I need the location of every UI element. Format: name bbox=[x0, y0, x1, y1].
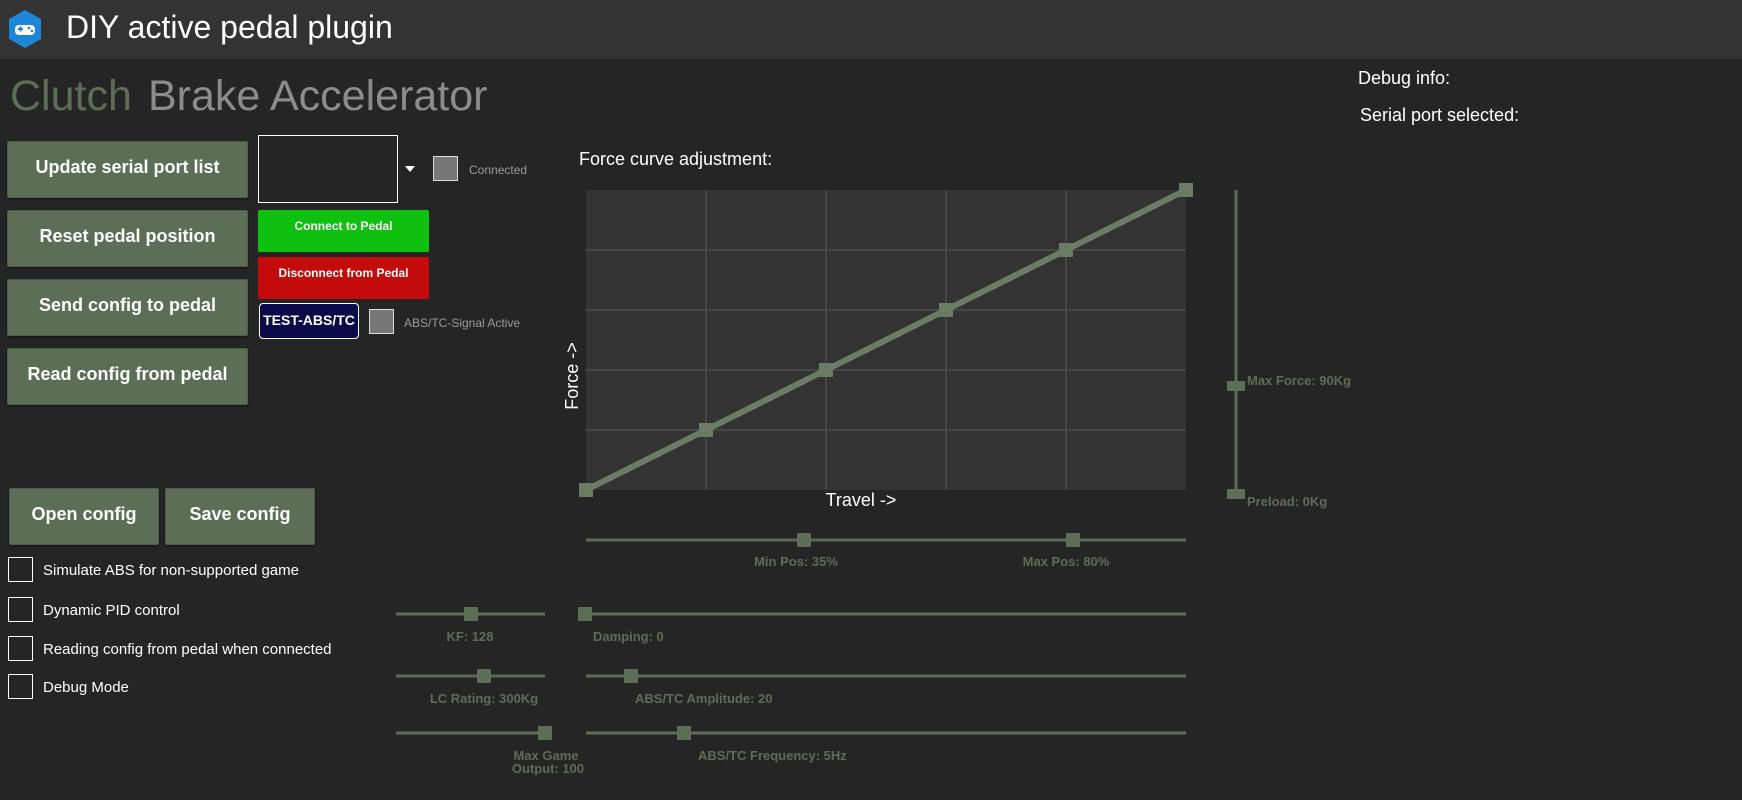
debug-mode-checkbox[interactable] bbox=[8, 674, 33, 699]
max-pos-label: Max Pos: 80% bbox=[1023, 554, 1110, 569]
dynamic-pid-checkbox[interactable] bbox=[8, 597, 33, 622]
save-config-label: Save config bbox=[189, 504, 291, 524]
damping-label: Damping: 0 bbox=[593, 629, 664, 644]
connected-label: Connected bbox=[469, 163, 528, 177]
open-config-label: Open config bbox=[31, 504, 137, 524]
send-config-button[interactable]: Send config to pedal bbox=[7, 279, 248, 336]
tab-brake[interactable]: Brake bbox=[148, 72, 261, 120]
kf-label: KF: 128 bbox=[447, 629, 494, 644]
read-config-label: Read config from pedal bbox=[27, 364, 228, 384]
chevron-down-icon[interactable] bbox=[405, 166, 415, 172]
read-config-button[interactable]: Read config from pedal bbox=[7, 348, 248, 405]
connected-indicator bbox=[433, 156, 458, 181]
force-curve-point[interactable] bbox=[939, 303, 953, 317]
update-serial-port-button[interactable]: Update serial port list bbox=[7, 141, 248, 198]
min-pos-label: Min Pos: 35% bbox=[754, 554, 838, 569]
reset-pedal-position-button[interactable]: Reset pedal position bbox=[7, 210, 248, 267]
save-config-button[interactable]: Save config bbox=[165, 488, 315, 545]
disconnect-pedal-button[interactable]: Disconnect from Pedal bbox=[258, 257, 429, 299]
abs-active-label: ABS/TC-Signal Active bbox=[404, 316, 521, 330]
x-axis-label: Travel -> bbox=[826, 490, 897, 510]
tab-clutch[interactable]: Clutch bbox=[10, 72, 132, 120]
abs-frequency-slider-thumb[interactable] bbox=[677, 726, 691, 740]
app-title: DIY active pedal plugin bbox=[66, 9, 393, 45]
force-curve-point[interactable] bbox=[699, 423, 713, 437]
y-axis-label: Force -> bbox=[562, 342, 582, 410]
open-config-button[interactable]: Open config bbox=[9, 488, 159, 545]
preload-slider-thumb[interactable] bbox=[1227, 489, 1245, 499]
debug-info-label: Debug info: bbox=[1358, 68, 1451, 88]
gamepad-icon bbox=[9, 10, 41, 48]
serial-port-dropdown[interactable] bbox=[258, 135, 398, 203]
dynamic-pid-label: Dynamic PID control bbox=[43, 602, 180, 619]
test-abs-button[interactable]: TEST-ABS/TC bbox=[259, 303, 359, 339]
lc-rating-label: LC Rating: 300Kg bbox=[430, 691, 538, 706]
debug-mode-label: Debug Mode bbox=[43, 679, 129, 696]
abs-amplitude-label: ABS/TC Amplitude: 20 bbox=[635, 691, 772, 706]
max-force-label: Max Force: 90Kg bbox=[1247, 373, 1351, 388]
lc-rating-slider-thumb[interactable] bbox=[477, 669, 491, 683]
kf-slider-thumb[interactable] bbox=[464, 607, 478, 621]
max-pos-slider-thumb[interactable] bbox=[1066, 533, 1080, 547]
force-curve-point[interactable] bbox=[579, 483, 593, 497]
force-curve-line bbox=[583, 187, 1189, 493]
chart-title: Force curve adjustment: bbox=[579, 149, 773, 169]
damping-slider-thumb[interactable] bbox=[578, 607, 592, 621]
max-force-slider-thumb[interactable] bbox=[1227, 381, 1245, 391]
force-curve-point[interactable] bbox=[1059, 243, 1073, 257]
update-serial-port-label: Update serial port list bbox=[35, 157, 220, 177]
force-curve-point[interactable] bbox=[819, 363, 833, 377]
simulate-abs-label: Simulate ABS for non-supported game bbox=[43, 562, 299, 579]
min-pos-slider-thumb[interactable] bbox=[797, 533, 811, 547]
max-game-output-slider-thumb[interactable] bbox=[538, 726, 552, 740]
abs-frequency-label: ABS/TC Frequency: 5Hz bbox=[698, 748, 847, 763]
preload-label: Preload: 0Kg bbox=[1247, 494, 1327, 509]
read-config-on-connect-checkbox[interactable] bbox=[8, 636, 33, 661]
abs-amplitude-slider-thumb[interactable] bbox=[624, 669, 638, 683]
tab-accelerator[interactable]: Accelerator bbox=[270, 72, 488, 120]
abs-active-indicator bbox=[369, 309, 394, 334]
simulate-abs-checkbox[interactable] bbox=[8, 557, 33, 582]
max-game-output-label-2: Output: 100 bbox=[512, 761, 584, 776]
send-config-label: Send config to pedal bbox=[38, 295, 216, 315]
connect-pedal-button[interactable]: Connect to Pedal bbox=[258, 210, 429, 252]
force-curve-point[interactable] bbox=[1179, 183, 1193, 197]
reset-pedal-position-label: Reset pedal position bbox=[39, 226, 216, 246]
serial-port-selected-label: Serial port selected: bbox=[1360, 105, 1520, 125]
read-config-on-connect-label: Reading config from pedal when connected bbox=[43, 641, 332, 658]
max-game-output-label-1: Max Game bbox=[513, 748, 578, 763]
title-bar: DIY active pedal plugin bbox=[0, 0, 1742, 59]
